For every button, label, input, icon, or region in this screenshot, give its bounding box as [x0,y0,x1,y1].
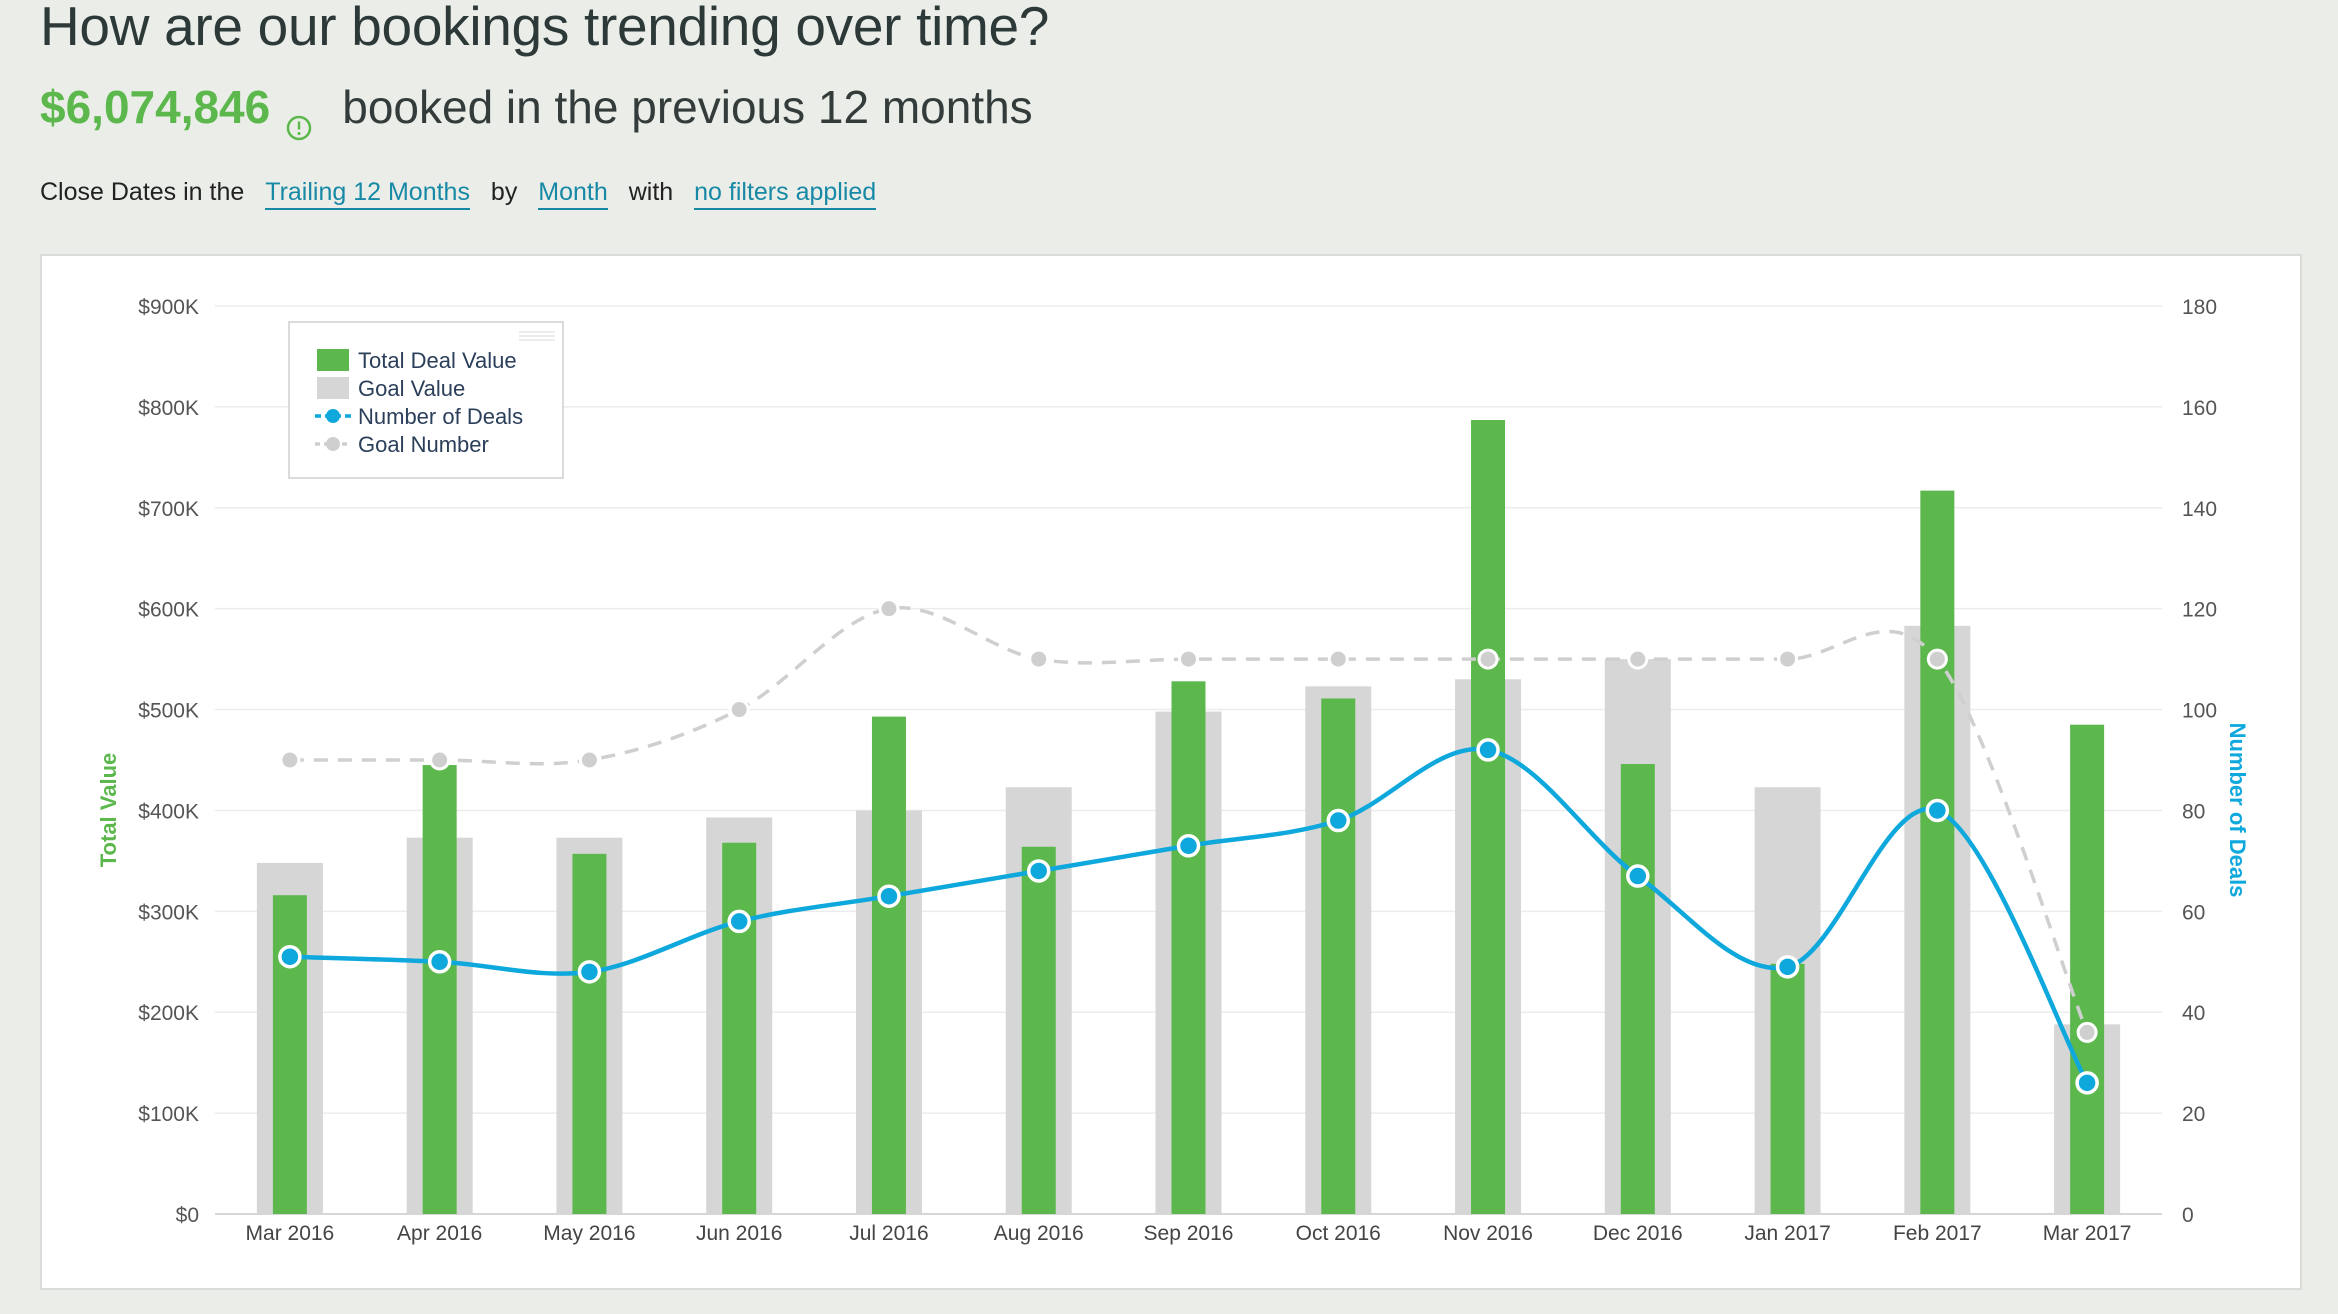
number-of-deals-point [1176,834,1201,858]
filter-with-text: with [628,178,674,206]
deal-value-bar [1021,846,1056,1214]
deal-value-bar [1471,420,1506,1214]
x-tick-label: Dec 2016 [1593,1222,1683,1245]
x-tick-label: Jun 2016 [696,1222,782,1245]
x-tick-label: Apr 2016 [397,1222,482,1245]
booked-amount: $6,074,846 [40,81,271,133]
y-tick-label: $300K [138,901,199,924]
goal-number-point [2076,1021,2098,1043]
legend-label: Goal Value [358,376,465,401]
goal-number-point [1327,648,1349,670]
legend-marker [326,409,340,423]
grouping-link[interactable]: Month [538,178,608,210]
x-tick-label: Oct 2016 [1296,1222,1381,1245]
x-tick-label: Nov 2016 [1443,1222,1533,1245]
info-circle-icon[interactable] [286,98,312,141]
y-tick-label: $0 [176,1204,199,1227]
amount-suffix: booked in the previous 12 months [342,81,1033,133]
page-title: How are our bookings trending over time? [40,0,1050,57]
y2-tick-label: 120 [2182,599,2217,622]
y-tick-label: $800K [138,397,199,420]
goal-number-point [878,598,900,620]
number-of-deals-point [1026,859,1051,883]
legend-label: Total Deal Value [358,348,517,373]
deal-value-bar [1171,681,1206,1214]
goal-number-point [1477,648,1499,670]
goal-number-point [279,749,301,771]
goal-number-point [578,749,600,771]
y2-axis-title: Number of Deals [2225,723,2250,898]
y2-tick-label: 100 [2182,700,2217,723]
y2-tick-label: 160 [2182,397,2217,420]
y-tick-label: $900K [138,296,199,319]
x-tick-label: Jul 2016 [849,1222,928,1245]
y2-tick-label: 140 [2182,498,2217,521]
y-tick-label: $600K [138,599,199,622]
bookings-chart: $0 $100K $200K $300K $400K $500K $600K $700K $80… [96,296,2250,1245]
y2-tick-label: 20 [2182,1103,2205,1126]
goal-number-line [289,605,2089,1034]
legend-marker [326,437,340,451]
deal-value-bar [871,716,906,1214]
legend-label: Goal Number [358,432,489,457]
deal-value-bar [272,895,307,1214]
y2-tick-label: 180 [2182,296,2217,319]
filter-prefix: Close Dates in the [40,178,245,206]
number-of-deals-point [1326,808,1351,833]
number-of-deals-point [427,950,452,974]
goal-number-point [1178,648,1199,670]
number-of-deals-point [1775,955,1800,979]
deal-value-bar [1770,963,1805,1214]
bookings-summary: $6,074,846 booked in the previous 12 mon… [40,80,1033,141]
x-tick-label: Mar 2017 [2043,1222,2132,1245]
goal-number-point [728,699,750,721]
number-of-deals-point [727,909,751,934]
number-of-deals-line [289,746,2090,1084]
deal-value-bar [1920,490,1955,1214]
y2-tick-label: 80 [2182,800,2205,823]
y-tick-label: $200K [138,1002,199,1025]
deal-value-bar [722,842,757,1214]
x-tick-label: Jan 2017 [1744,1222,1830,1245]
number-of-deals-point [1626,864,1650,888]
x-tick-label: Aug 2016 [994,1222,1084,1245]
deal-value-bar [572,853,607,1214]
number-of-deals-point [1925,798,1950,823]
chart-panel: $0 $100K $200K $300K $400K $500K $600K $700K $80… [40,254,2302,1290]
legend-swatch [317,377,349,399]
deal-value-bar [1620,764,1655,1214]
deal-value-bar [1321,698,1356,1214]
goal-number-point [1926,648,1948,670]
y-axis-title: Total Value [96,753,121,868]
x-tick-label: Mar 2016 [246,1222,335,1245]
filters-link[interactable]: no filters applied [694,178,877,210]
y2-tick-label: 40 [2182,1002,2205,1025]
y2-tick-label: 60 [2182,901,2205,924]
number-of-deals-point [877,884,901,908]
legend-box [288,321,564,479]
x-tick-label: May 2016 [543,1222,635,1245]
number-of-deals-point [2075,1071,2099,1095]
deal-value-bar [422,765,457,1214]
date-range-link[interactable]: Trailing 12 Months [265,178,470,210]
x-tick-label: Feb 2017 [1893,1222,1982,1245]
y-tick-label: $700K [138,498,199,521]
y-tick-label: $500K [138,700,199,723]
number-of-deals-point [278,944,302,969]
y2-tick-label: 0 [2182,1204,2194,1227]
goal-number-point [1028,648,1050,670]
legend-swatch [317,349,349,371]
goal-number-point [1777,648,1799,670]
number-of-deals-point [1476,738,1500,762]
number-of-deals-point [577,960,602,984]
goal-number-point [1627,648,1649,670]
legend-label: Number of Deals [358,404,523,429]
deal-value-bar [2070,724,2105,1214]
filter-sentence: Close Dates in the Trailing 12 Months by… [40,178,890,210]
goal-number-point [429,749,451,771]
y-tick-label: $100K [138,1103,199,1126]
filter-by-text: by [490,178,518,206]
y-tick-label: $400K [138,800,199,823]
x-tick-label: Sep 2016 [1144,1222,1234,1245]
